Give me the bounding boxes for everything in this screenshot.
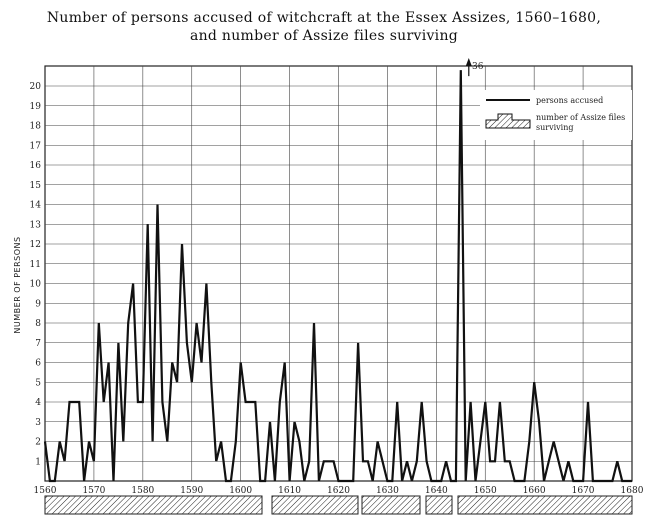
x-tick-1600: 1600 <box>229 486 252 496</box>
y-tick-4: 4 <box>35 398 41 408</box>
x-tick-1610: 1610 <box>278 486 301 496</box>
y-tick-10: 10 <box>30 280 42 290</box>
y-tick-18: 18 <box>30 122 42 132</box>
y-tick-19: 19 <box>30 102 42 112</box>
x-tick-1620: 1620 <box>327 486 350 496</box>
x-tick-1670: 1670 <box>572 486 595 496</box>
y-tick-20: 20 <box>30 82 42 92</box>
y-tick-2: 2 <box>35 438 41 448</box>
legend-swatch-files <box>485 113 531 129</box>
x-tick-1650: 1650 <box>474 486 497 496</box>
y-tick-11: 11 <box>30 260 41 270</box>
y-axis-label: NUMBER OF PERSONS <box>13 236 22 333</box>
files-block-3 <box>361 495 421 515</box>
y-tick-12: 12 <box>30 240 41 250</box>
files-block-4 <box>425 495 453 515</box>
chart-title: Number of persons accused of witchcraft … <box>46 10 602 26</box>
y-tick-7: 7 <box>35 339 41 349</box>
y-tick-13: 13 <box>30 220 42 230</box>
y-tick-16: 16 <box>30 161 42 171</box>
series-persons-accused <box>43 58 632 483</box>
x-tick-1630: 1630 <box>376 486 399 496</box>
files-block-2 <box>271 495 359 515</box>
x-tick-1560: 1560 <box>34 486 57 496</box>
y-tick-8: 8 <box>35 319 41 329</box>
files-surviving-strip <box>44 495 633 515</box>
x-tick-1680: 1680 <box>621 486 644 496</box>
legend-label-persons-accused: persons accused <box>536 96 603 105</box>
y-tick-1: 1 <box>35 457 41 467</box>
legend: persons accused number of Assize files sur… <box>480 90 632 140</box>
y-tick-5: 5 <box>35 378 41 388</box>
y-tick-17: 17 <box>30 141 42 151</box>
x-tick-1580: 1580 <box>131 486 154 496</box>
chart-subtitle: and number of Assize files surviving <box>189 28 459 44</box>
grid <box>44 65 633 482</box>
y-tick-14: 14 <box>30 201 42 211</box>
x-tick-1590: 1590 <box>180 486 203 496</box>
annotation-36: 36 <box>472 62 484 72</box>
persons-accused-line <box>43 70 632 483</box>
x-tick-1660: 1660 <box>523 486 546 496</box>
y-tick-3: 3 <box>35 418 41 428</box>
y-tick-9: 9 <box>35 299 41 309</box>
legend-label-files-surviving: number of Assize files surviving <box>536 113 625 132</box>
y-tick-6: 6 <box>35 359 41 369</box>
x-tick-1570: 1570 <box>82 486 105 496</box>
y-tick-15: 15 <box>30 181 42 191</box>
x-tick-labels: 1560 1570 1580 1590 1600 1610 1620 1630 1640 1650… <box>34 486 644 496</box>
files-block-1 <box>44 495 263 515</box>
files-block-5 <box>457 495 633 515</box>
annotation-arrowhead <box>465 58 472 66</box>
x-tick-1640: 1640 <box>425 486 448 496</box>
